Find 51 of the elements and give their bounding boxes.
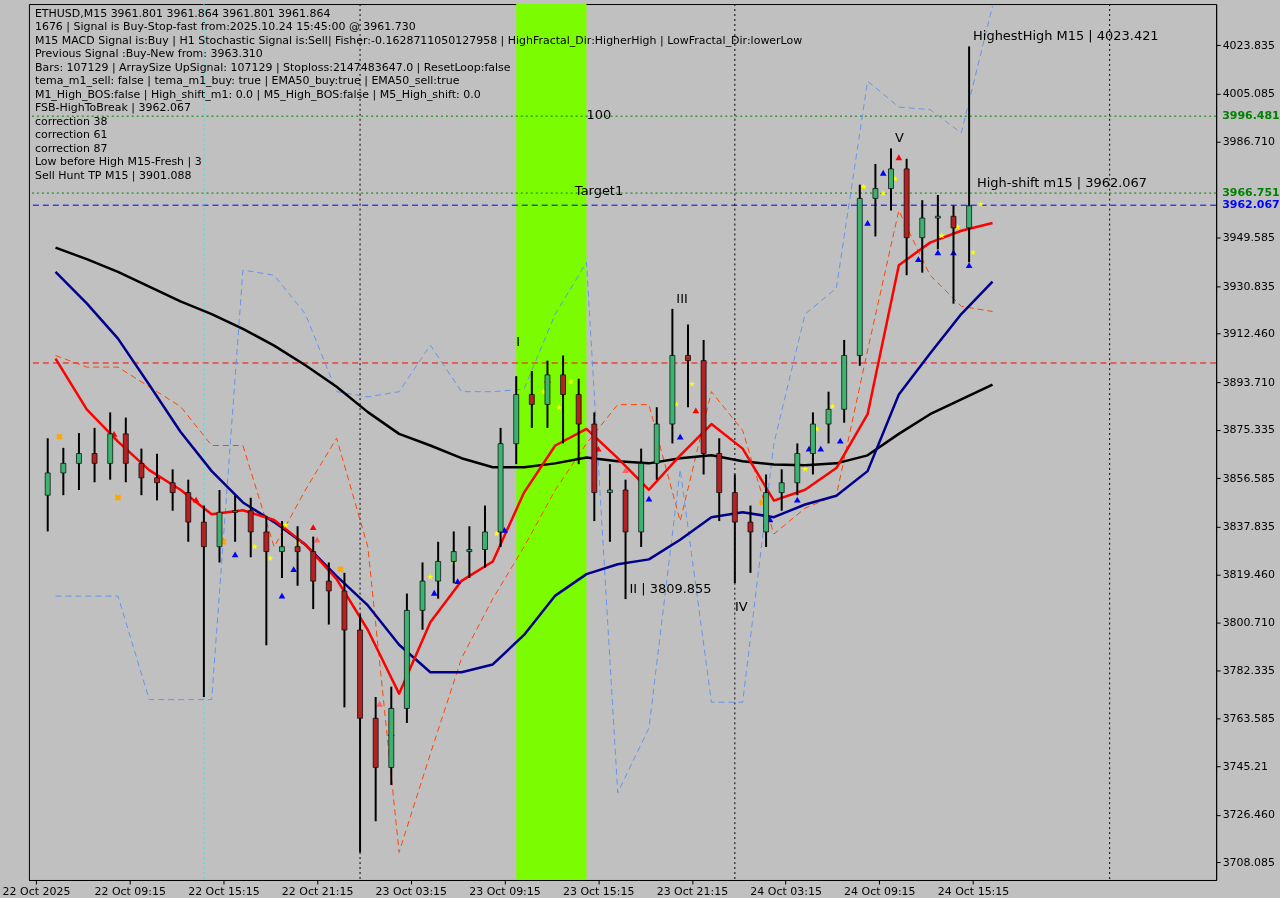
x-tick-label: 23 Oct 15:15 [562, 885, 635, 899]
annotation: FSB-HighToBreak | 3962.067 [34, 101, 191, 115]
annotation: correction 87 [34, 141, 108, 155]
y-tick-label: 3782.335 [1222, 663, 1275, 677]
annotation: Low before High M15-Fresh | 3 [34, 155, 202, 169]
annotation: correction 38 [34, 114, 108, 128]
annotation: Sell Hunt TP M15 | 3901.088 [34, 168, 192, 182]
annotation: correction 61 [34, 128, 108, 142]
annotation: Bars: 107129 | ArraySize UpSignal: 107129 | Stoploss:2147483647.0 | ResetLoop:false [34, 60, 511, 74]
x-tick-label: 22 Oct 2025 [2, 885, 71, 899]
annotation: ETHUSD,M15 3961.801 3961.864 3961.801 3961.864 [34, 7, 331, 21]
ref-line-label: 3996.481 [1222, 109, 1280, 123]
y-tick-label: 3949.585 [1222, 230, 1275, 244]
y-tick-label: 3912.460 [1222, 327, 1275, 341]
y-tick-label: 3893.710 [1222, 375, 1275, 389]
x-tick-label: 23 Oct 09:15 [469, 885, 541, 899]
x-tick-label: 24 Oct 15:15 [937, 885, 1010, 899]
annotation: 1676 | Signal is Buy-Stop-fast from:2025.10.24 15:45:00 @ 3961.730 [34, 20, 416, 34]
annotation: II | 3809.855 [629, 581, 712, 597]
y-tick-label: 4023.835 [1222, 38, 1275, 52]
x-tick-label: 22 Oct 09:15 [94, 885, 166, 899]
annotation: I [516, 334, 521, 350]
y-tick-label: 3837.835 [1222, 520, 1275, 534]
y-tick-label: 3800.710 [1222, 616, 1275, 630]
ref-line-label: 3962.067 [1222, 198, 1280, 212]
y-tick-label: 3745.21 [1222, 759, 1268, 773]
y-tick-label: 4005.085 [1222, 87, 1275, 101]
y-tick-label: 3930.835 [1222, 279, 1275, 293]
y-tick-label: 3726.460 [1222, 808, 1275, 822]
y-tick-label: 3819.460 [1222, 567, 1275, 581]
x-tick-label: 22 Oct 15:15 [188, 885, 260, 899]
annotation: HighestHigh M15 | 4023.421 [973, 28, 1159, 44]
x-tick-label: 23 Oct 03:15 [375, 885, 448, 899]
x-tick-label: 24 Oct 03:15 [750, 885, 822, 899]
y-tick-label: 3708.085 [1222, 855, 1275, 869]
x-tick-label: 23 Oct 21:15 [656, 885, 729, 899]
x-tick-label: 22 Oct 21:15 [281, 885, 354, 899]
annotation: IV [734, 599, 748, 615]
y-tick-label: 3856.585 [1222, 471, 1275, 485]
annotation: III [676, 290, 688, 306]
annotation: Previous Signal :Buy-New from: 3963.310 [34, 47, 263, 61]
annotation: V [895, 130, 905, 146]
ref-line-label: 3966.751 [1222, 186, 1280, 200]
annotation: High-shift m15 | 3962.067 [977, 175, 1148, 191]
y-tick-label: 3763.585 [1222, 712, 1275, 726]
y-tick-label: 3986.710 [1222, 134, 1275, 148]
annotation: 100 [586, 106, 612, 122]
x-tick-label: 24 Oct 09:15 [844, 885, 916, 899]
annotation: tema_m1_sell: false | tema_m1_buy: true | EMA50_buy:true | EMA50_sell:true [34, 74, 460, 88]
annotation: M1_High_BOS:false | High_shift_m1: 0.0 | M5_High_BOS:false | M5_High_shift: 0.0 [34, 87, 481, 101]
y-tick-label: 3875.335 [1222, 423, 1275, 437]
